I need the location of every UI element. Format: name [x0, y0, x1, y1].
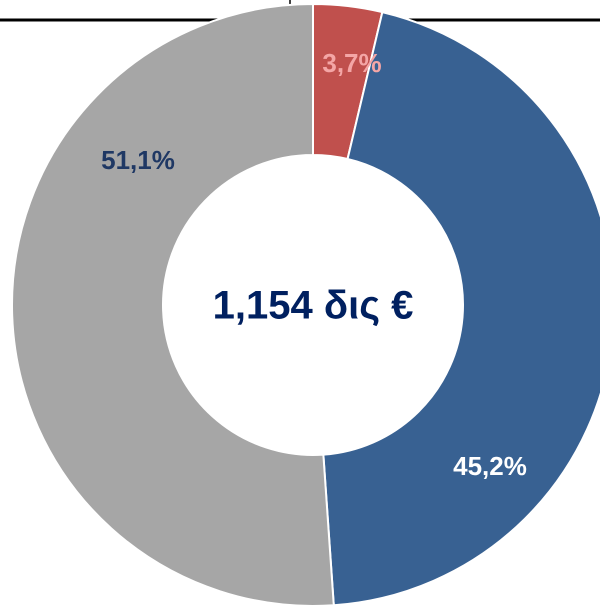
data-label: 51,1%	[101, 145, 175, 175]
data-label: 45,2%	[453, 451, 527, 481]
donut-segment	[322, 10, 600, 606]
center-label: 1,154 δις €	[213, 284, 414, 328]
donut	[11, 2, 600, 606]
donut-segment	[11, 2, 335, 606]
data-label: 3,7%	[322, 48, 381, 78]
